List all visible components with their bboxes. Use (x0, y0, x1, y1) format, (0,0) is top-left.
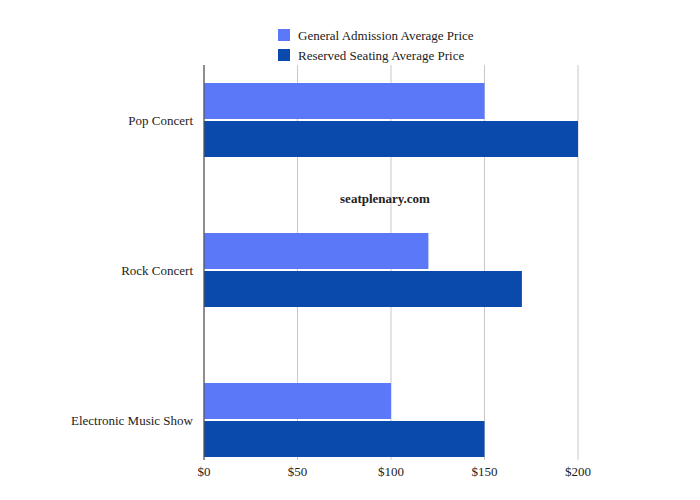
bars (204, 83, 578, 457)
tick-label: $0 (198, 464, 211, 479)
bar (204, 421, 485, 457)
tick-label: $200 (565, 464, 591, 479)
grid-line (204, 65, 205, 460)
axis-line (203, 65, 204, 460)
grid (204, 65, 578, 460)
legend-swatch (278, 29, 290, 41)
category-label: Pop Concert (128, 113, 193, 128)
legend-label: Reserved Seating Average Price (298, 48, 464, 63)
bar (204, 83, 485, 119)
bar (204, 383, 391, 419)
tick-label: $150 (472, 464, 498, 479)
legend: General Admission Average Price Reserved … (278, 28, 474, 63)
chart-svg: $0 $50 $100 $150 $200 Pop Concert Rock Concert… (0, 0, 700, 500)
watermark: seatplenary.com (340, 191, 430, 206)
bar (204, 121, 578, 157)
chart-container: $0 $50 $100 $150 $200 Pop Concert Rock Concert… (0, 0, 700, 500)
bar (204, 233, 428, 269)
tick-label: $100 (378, 464, 404, 479)
tick-label: $50 (288, 464, 308, 479)
category-label: Electronic Music Show (71, 413, 194, 428)
category-label: Rock Concert (121, 263, 193, 278)
legend-swatch (278, 49, 290, 61)
bar (204, 271, 522, 307)
legend-label: General Admission Average Price (298, 28, 474, 43)
